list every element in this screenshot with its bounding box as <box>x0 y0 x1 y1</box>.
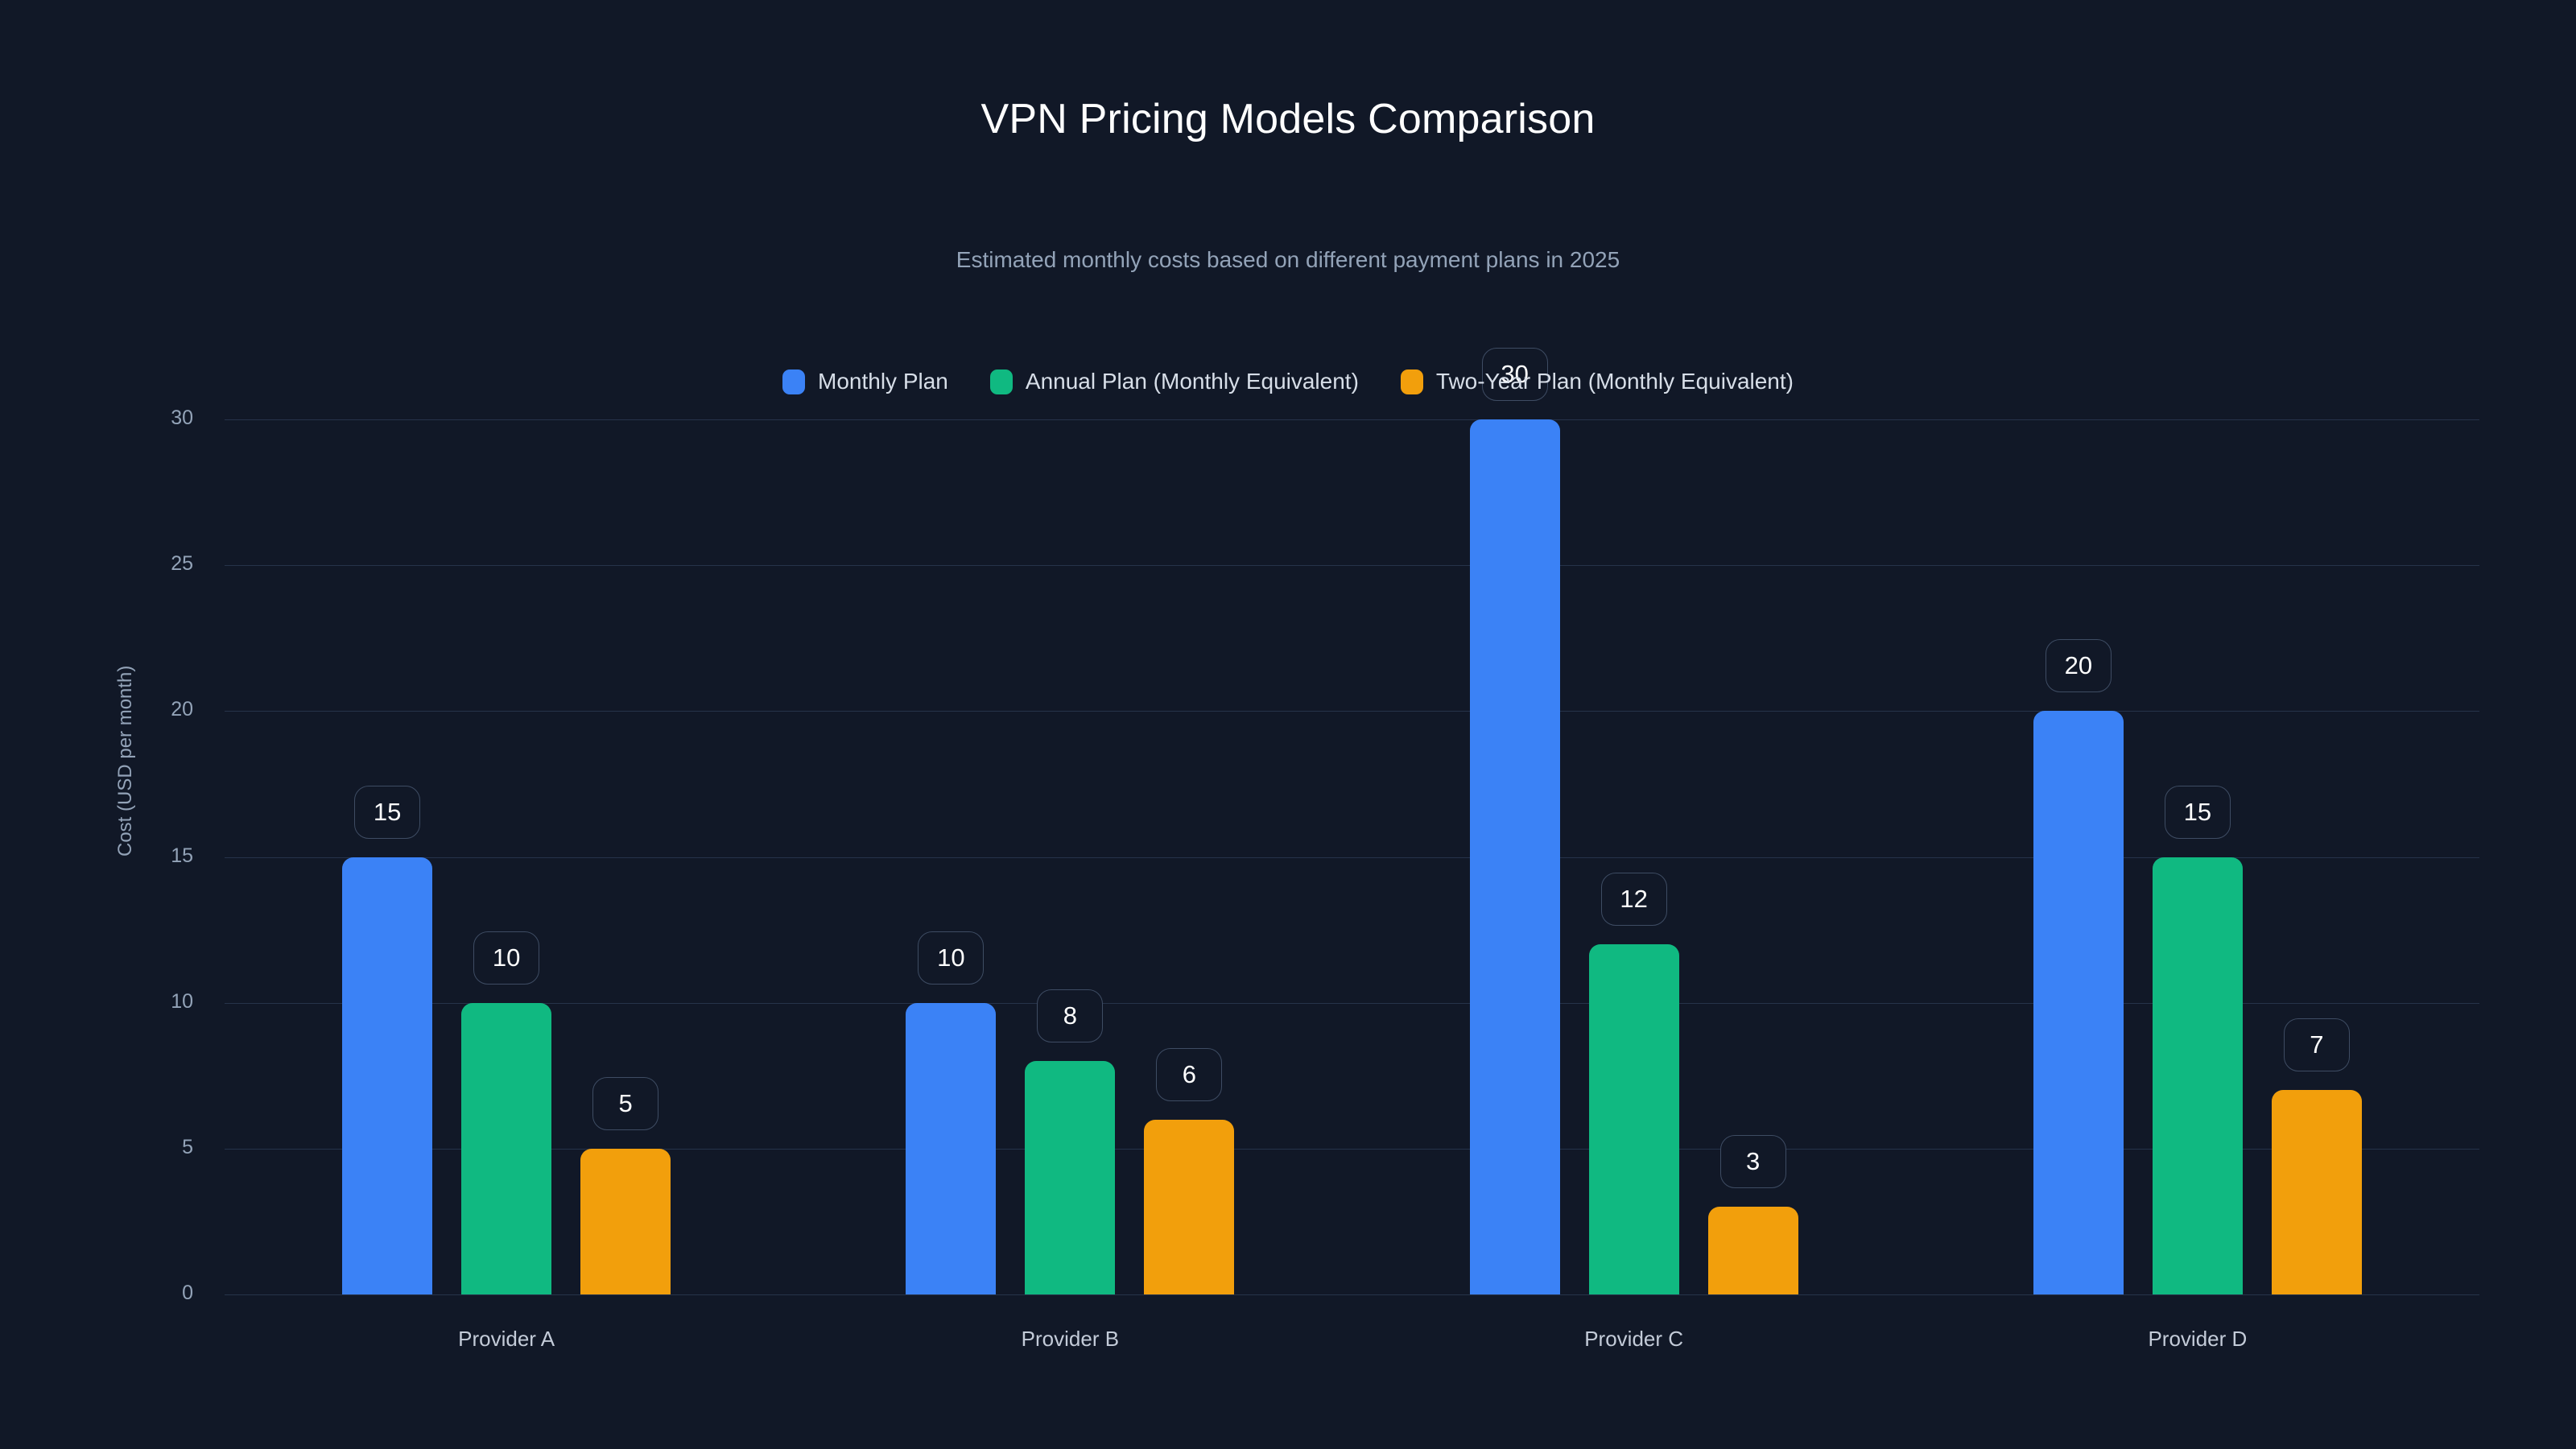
bar-value-badge: 8 <box>1037 989 1104 1043</box>
x-axis-tick-label: Provider C <box>1584 1327 1684 1351</box>
bar-value-badge: 10 <box>473 931 540 985</box>
bar[interactable] <box>1144 1119 1235 1294</box>
bar[interactable] <box>1025 1061 1116 1294</box>
bar-value-badge: 5 <box>592 1076 659 1130</box>
chart-subtitle: Estimated monthly costs based on differe… <box>956 247 1620 272</box>
legend-swatch-icon <box>782 369 806 394</box>
gridline <box>225 419 2479 420</box>
bar-value-badge: 30 <box>1481 348 1548 401</box>
x-axis-tick-label: Provider B <box>1021 1327 1120 1351</box>
bar[interactable] <box>1707 1207 1798 1294</box>
legend-item-label: Two-Year Plan (Monthly Equivalent) <box>1435 369 1794 394</box>
bar[interactable] <box>2271 1090 2362 1294</box>
legend-item[interactable]: Monthly Plan <box>782 369 948 394</box>
bar-value-badge: 3 <box>1719 1135 1786 1189</box>
y-axis-tick-label: 25 <box>171 552 193 576</box>
gridline <box>225 1294 2479 1295</box>
y-axis-tick-label: 15 <box>171 844 193 867</box>
chart-legend: Monthly Plan Annual Plan (Monthly Equival… <box>0 369 2576 394</box>
legend-item[interactable]: Two-Year Plan (Monthly Equivalent) <box>1400 369 1794 394</box>
bar[interactable] <box>461 1002 552 1294</box>
plot-area <box>225 419 2479 1295</box>
bar-value-badge: 20 <box>2045 639 2112 693</box>
x-axis-labels: Provider A Provider B Provider C Provider D <box>225 1327 2479 1375</box>
bar-value-badge: 15 <box>354 785 421 839</box>
legend-item-label: Annual Plan (Monthly Equivalent) <box>1025 369 1359 394</box>
bar[interactable] <box>2033 711 2124 1294</box>
bar-value-badge: 15 <box>2164 785 2231 839</box>
bar[interactable] <box>1469 419 1560 1294</box>
bar[interactable] <box>1588 944 1679 1294</box>
bar-value-badge: 10 <box>918 931 985 985</box>
bar-value-badge: 6 <box>1156 1047 1223 1101</box>
y-axis-title: Cost (USD per month) <box>114 665 136 857</box>
legend-swatch-icon <box>1400 369 1423 394</box>
gridline <box>225 1148 2479 1150</box>
x-axis-tick-label: Provider A <box>458 1327 555 1351</box>
y-axis-tick-label: 10 <box>171 989 193 1013</box>
bar[interactable] <box>906 1002 997 1294</box>
x-axis-tick-label: Provider D <box>2148 1327 2248 1351</box>
chart-title: VPN Pricing Models Comparison <box>980 96 1596 142</box>
bar[interactable] <box>580 1148 671 1294</box>
bar[interactable] <box>342 857 433 1294</box>
gridline <box>225 565 2479 567</box>
gridline <box>225 1002 2479 1004</box>
bar-value-badge: 12 <box>1600 873 1667 927</box>
legend-item-label: Monthly Plan <box>818 369 948 394</box>
legend-swatch-icon <box>989 369 1013 394</box>
y-axis-tick-label: 30 <box>171 407 193 429</box>
bar-value-badge: 7 <box>2283 1018 2350 1072</box>
y-axis-tick-label: 5 <box>182 1135 193 1158</box>
legend-item[interactable]: Annual Plan (Monthly Equivalent) <box>989 369 1359 394</box>
bar[interactable] <box>2152 857 2243 1294</box>
gridline <box>225 857 2479 858</box>
bars-layer <box>225 419 2479 1294</box>
y-axis-tick-label: 0 <box>182 1282 193 1304</box>
y-axis-tick-label: 20 <box>171 698 193 721</box>
gridline <box>225 711 2479 712</box>
